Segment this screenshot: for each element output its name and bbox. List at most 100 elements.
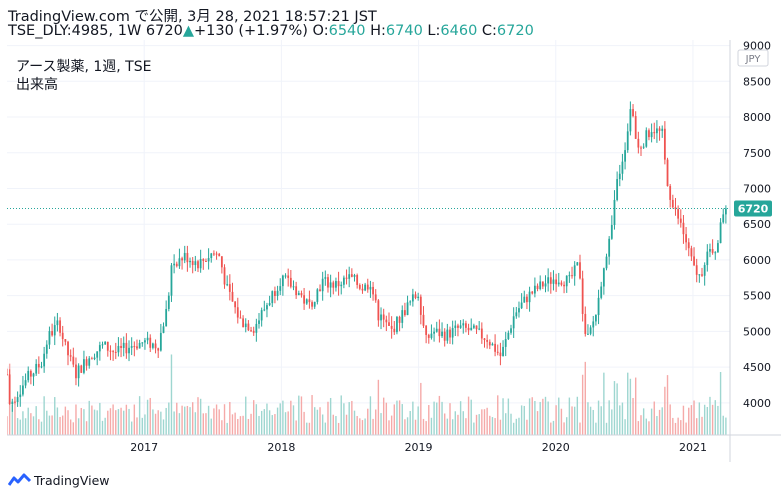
volume-bar	[56, 407, 59, 435]
candle-body	[568, 275, 571, 277]
candle-body	[276, 290, 279, 297]
volume-bar	[722, 415, 724, 435]
footer-brand[interactable]: TradingView	[7, 472, 110, 490]
candle-body	[427, 334, 430, 338]
volume-bar	[268, 410, 271, 435]
candle-body	[364, 284, 367, 291]
candle-body	[629, 109, 632, 132]
volume-bar	[711, 404, 714, 435]
volume-bar	[329, 397, 332, 435]
candle-body	[536, 285, 539, 289]
candle-body	[563, 284, 565, 287]
volume-bar	[136, 417, 138, 435]
candle-body	[674, 207, 677, 210]
volume-bar	[414, 419, 417, 435]
candle-body	[658, 128, 661, 131]
candle-body	[616, 179, 619, 200]
candle-body	[618, 173, 621, 180]
volume-bar	[406, 417, 409, 435]
candle-body	[101, 344, 104, 346]
candle-body	[380, 314, 382, 321]
volume-bar	[7, 416, 8, 435]
candle-body	[724, 208, 727, 215]
volume-bar	[534, 400, 536, 435]
candle-body	[419, 296, 422, 315]
candle-body	[236, 307, 239, 318]
chart-area[interactable]: 4000 4500 5000 5500 6000 6500 7000 7500 8000 8500…	[7, 40, 781, 462]
volume-bar	[462, 411, 464, 435]
volume-bar	[624, 419, 626, 435]
volume-bar	[597, 400, 600, 435]
volume-bar	[603, 372, 605, 435]
volume-bar	[449, 403, 451, 435]
candle-body	[106, 341, 109, 351]
candle-body	[491, 343, 494, 346]
x-tick-label: 2021	[679, 441, 707, 454]
high-value: 6740	[385, 23, 423, 39]
volume-bar	[674, 422, 677, 435]
volume-bar	[563, 422, 565, 435]
candle-body	[48, 331, 51, 345]
series-title: アース製薬, 1週, TSE	[16, 59, 152, 75]
volume-bar	[613, 381, 616, 435]
volume-label: 出来高	[16, 77, 58, 93]
candle-body	[170, 265, 173, 296]
volume-bar	[645, 418, 648, 435]
candle-body	[207, 258, 210, 262]
volume-bar	[656, 416, 658, 435]
candle-body	[220, 256, 223, 268]
candle-body	[645, 130, 648, 147]
volume-bar	[539, 401, 541, 435]
candle-body	[406, 302, 409, 316]
candle-body	[571, 275, 573, 277]
candle-body	[690, 248, 693, 257]
candle-body	[138, 342, 141, 349]
candle-body	[242, 318, 244, 328]
candle-body	[703, 265, 706, 276]
volume-bar	[332, 414, 334, 435]
candle-body	[287, 275, 290, 278]
volume-bar	[218, 409, 220, 435]
open-value: 6540	[328, 23, 366, 39]
candle-body	[292, 286, 295, 288]
volume-bar	[144, 414, 146, 435]
candle-body	[719, 222, 722, 244]
candle-body	[722, 214, 725, 223]
volume-bar	[128, 408, 130, 435]
volume-bar	[359, 418, 361, 435]
candle-body	[693, 256, 695, 266]
candle-body	[167, 295, 170, 309]
candle-body	[128, 347, 130, 354]
volume-bar	[382, 397, 385, 435]
volume-bar	[22, 411, 24, 435]
volume-bar	[210, 418, 212, 435]
candle-body	[37, 363, 40, 368]
volume-bar	[234, 412, 236, 435]
candle-body	[414, 294, 417, 298]
candle-body	[24, 380, 27, 386]
volume-bar	[308, 422, 311, 435]
candle-body	[624, 150, 626, 162]
candle-body	[361, 288, 364, 291]
candle-body	[186, 252, 189, 263]
volume-bar	[703, 404, 706, 435]
candle-body	[549, 277, 552, 284]
volume-bar	[420, 382, 422, 435]
candle-body	[197, 261, 199, 269]
volume-bar	[497, 395, 499, 435]
candle-body	[337, 281, 340, 287]
volume-bar	[451, 419, 454, 435]
volume-bar	[478, 414, 480, 435]
volume-bar	[199, 398, 202, 435]
candle-body	[544, 283, 547, 287]
candle-body	[592, 321, 595, 328]
volume-bar	[239, 416, 242, 435]
candle-body	[35, 363, 38, 374]
currency-label: JPY	[745, 54, 762, 65]
volume-bar	[499, 419, 502, 435]
price-chart[interactable]: 4000 4500 5000 5500 6000 6500 7000 7500 8000 8500…	[7, 40, 781, 462]
candle-body	[374, 294, 377, 301]
volume-bar	[205, 413, 207, 435]
volume-bar	[157, 410, 159, 435]
volume-bar	[88, 400, 90, 435]
